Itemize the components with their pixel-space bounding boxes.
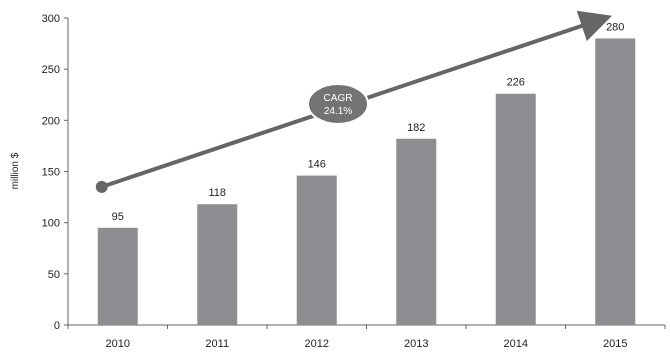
data-label-2010: 95	[112, 211, 124, 223]
x-tick-label-2015: 2015	[603, 338, 627, 350]
cagr-badge-line1: CAGR	[324, 93, 353, 104]
bar-2012	[296, 175, 337, 325]
data-label-2012: 146	[308, 159, 326, 171]
cagr-annotation: CAGR 24.1%	[95, 10, 613, 193]
data-label-2013: 182	[407, 122, 425, 134]
x-tick-label-2014: 2014	[504, 338, 528, 350]
bar-2010	[97, 227, 138, 325]
data-label-2014: 226	[507, 77, 525, 89]
y-tick-label: 0	[54, 320, 60, 332]
data-labels: 95 118 146 182 226 280	[112, 21, 625, 222]
bar-2011	[197, 204, 238, 325]
data-label-2015: 280	[606, 21, 624, 33]
y-tick-label: 250	[42, 64, 60, 76]
y-axis-label: million $	[10, 152, 21, 189]
x-tick-label-2010: 2010	[106, 338, 130, 350]
y-tick-label: 50	[48, 269, 60, 281]
cagr-badge-line2: 24.1%	[324, 106, 352, 117]
bar-2013	[396, 138, 437, 325]
bar-2014	[495, 93, 536, 325]
y-tick-label: 300	[42, 13, 60, 25]
y-tick-label: 100	[42, 218, 60, 230]
bar-2015	[595, 38, 636, 325]
bars	[97, 38, 636, 325]
data-label-2011: 118	[208, 187, 226, 199]
x-tick-label-2011: 2011	[205, 338, 229, 350]
y-tick-label: 150	[42, 167, 60, 179]
y-tick-label: 200	[42, 115, 60, 127]
cagr-badge	[307, 83, 369, 125]
x-tick-label-2012: 2012	[305, 338, 329, 350]
axes: 0 50 100 150 200 250 300 2010 2011 2012 2013 2014 20…	[42, 13, 666, 350]
x-tick-label-2013: 2013	[404, 338, 428, 350]
